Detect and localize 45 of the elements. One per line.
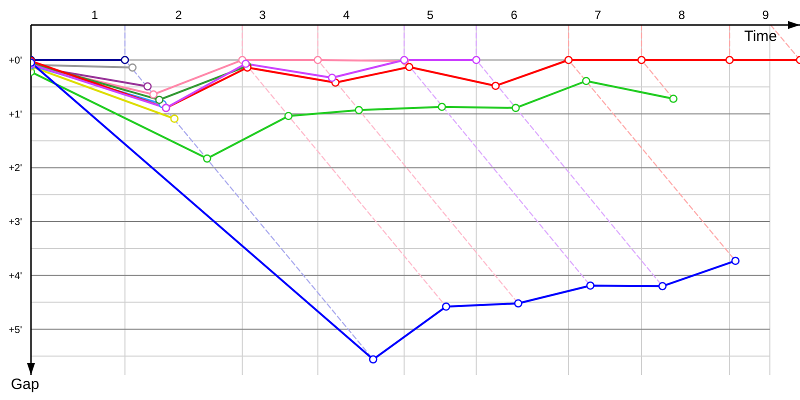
point (120, 56, 130, 64)
point (149, 90, 158, 99)
point (582, 76, 590, 86)
point (512, 104, 520, 112)
point (284, 112, 293, 120)
point (731, 256, 740, 265)
x-tick-label: 1 (91, 8, 98, 22)
x-tick-label: 3 (259, 8, 266, 22)
x-axis-title: Time (744, 28, 777, 45)
point (170, 114, 179, 123)
point (128, 63, 137, 72)
x-tick-label: 6 (510, 8, 518, 22)
point (586, 281, 594, 290)
x-tick-label: 7 (594, 8, 602, 22)
point (658, 282, 667, 290)
x-tick-label: 8 (678, 8, 686, 22)
x-tick-label: 4 (342, 8, 350, 22)
point (242, 60, 250, 68)
point (442, 302, 450, 311)
y-tick-label: +1' (8, 109, 22, 120)
point (491, 82, 500, 90)
point (564, 56, 573, 64)
y-tick-label: +5' (8, 324, 22, 336)
y-tick-label: +4' (8, 270, 22, 282)
point (143, 82, 152, 91)
point (202, 154, 212, 163)
point (155, 96, 164, 104)
point (328, 74, 336, 82)
y-tick-label: +3' (8, 217, 22, 228)
y-tick-label: +2' (8, 163, 22, 174)
point (669, 94, 678, 103)
point (514, 299, 522, 308)
point (637, 56, 646, 64)
point (354, 106, 364, 114)
point (725, 56, 734, 64)
point (314, 56, 322, 64)
x-tick-label: 5 (426, 8, 434, 22)
x-tick-label: 9 (762, 8, 770, 22)
point (405, 62, 414, 72)
x-tick-label: 2 (175, 8, 182, 22)
point (369, 355, 378, 364)
y-axis-title: Gap (10, 376, 40, 393)
y-tick-label: +0' (8, 56, 22, 67)
point (438, 102, 446, 111)
point (472, 56, 480, 64)
